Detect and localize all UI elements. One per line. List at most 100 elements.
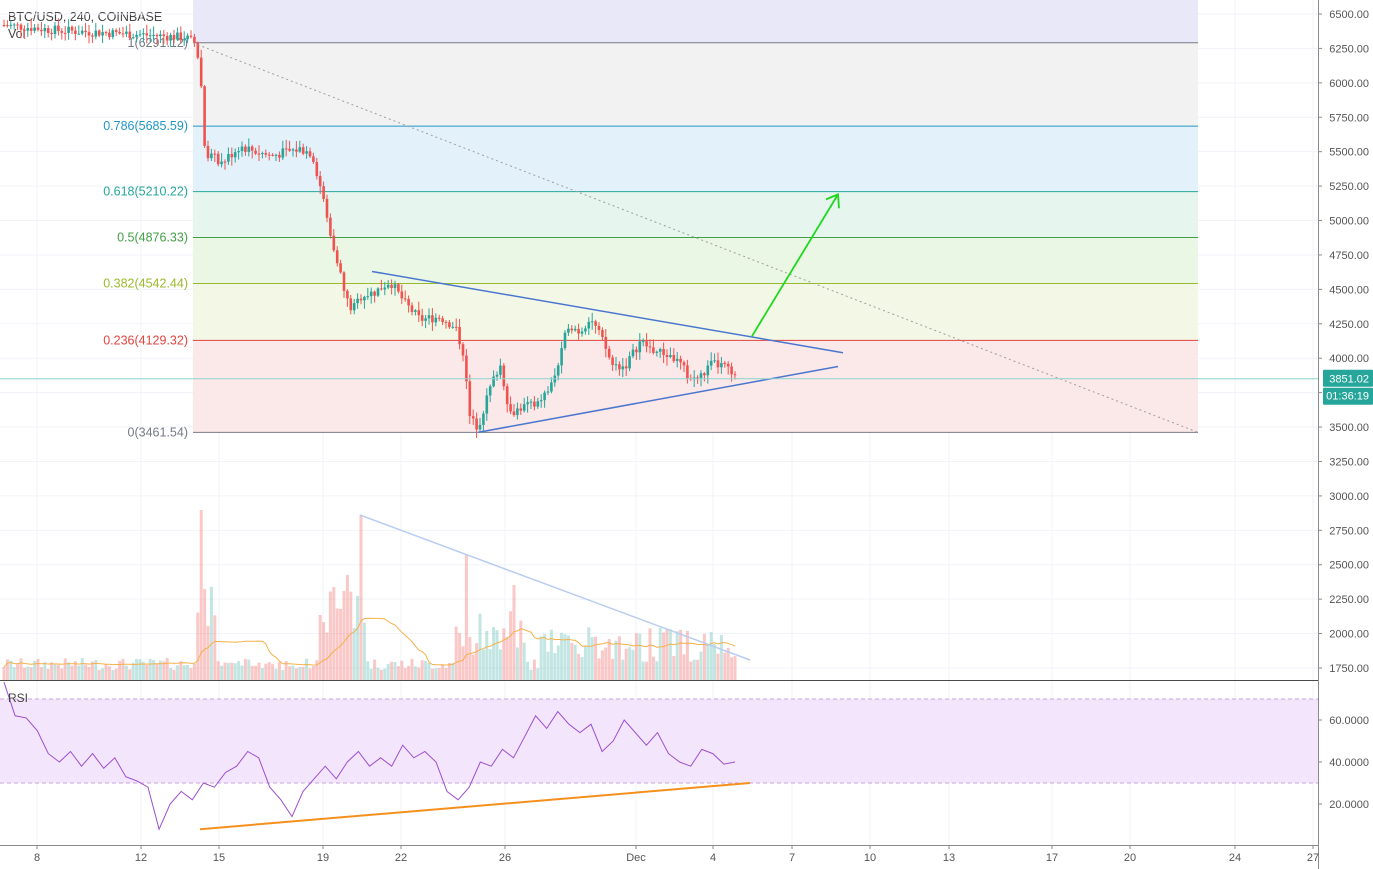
volume-bar [196,612,200,680]
candle-body [621,366,625,370]
volume-bar [723,652,727,680]
volume-bar [158,660,162,680]
candle-body [522,404,526,411]
candle-body [733,374,737,376]
candle-body [9,24,13,26]
volume-bar [403,667,407,680]
volume-bar [577,653,581,680]
candle-body [223,161,227,163]
candle-body [206,145,210,159]
candle-body [264,152,268,155]
volume-bar [12,667,16,680]
candle-body [611,357,614,365]
candle-body [631,349,635,357]
candle-body [451,326,455,328]
volume-bar [624,648,628,680]
candle-body [182,39,186,41]
volume-bar [373,659,377,680]
candle-body [376,288,380,296]
date-tick-label: 27 [1307,852,1319,864]
volume-bar [36,658,40,680]
volume-bar [148,659,152,680]
candle-body [53,25,57,35]
candle-body [159,34,162,37]
candle-body [570,328,574,331]
volume-bar [417,667,421,680]
volume-bar [335,608,339,680]
volume-bar [294,668,298,680]
fib-band [193,283,1198,341]
candle-body [352,303,356,311]
candle-body [716,360,720,368]
volume-bar [345,574,349,680]
volume-bar [223,662,227,680]
volume-bar [631,649,635,680]
candle-body [448,322,451,328]
candle-body [199,57,203,87]
volume-bar [696,659,700,680]
candle-body [233,152,237,158]
volume-bar [437,668,441,680]
candle-body [720,363,723,368]
candle-body [162,34,166,37]
candle-body [213,153,217,155]
volume-bar [39,667,43,680]
volume-bar [192,663,196,680]
candle-body [108,32,111,37]
candle-body [67,26,70,33]
candle-body [536,401,540,407]
volume-bar [90,661,94,680]
rsi-tick-label: 60.0000 [1329,715,1369,727]
candle-body [431,315,434,323]
fib-label: 0(3461.54) [128,425,188,439]
volume-bar [26,666,30,680]
candle-body [179,32,183,41]
candle-body [713,360,716,362]
volume-bar [716,653,720,680]
volume-bar [121,658,125,680]
volume-bar [621,659,625,680]
candle-body [662,349,665,355]
volume-bar [5,659,9,680]
volume-bar [169,667,173,680]
price-tick-label: 4500.00 [1329,284,1369,296]
volume-bar [675,631,679,680]
volume-bar [478,613,482,680]
candle-body [607,348,611,358]
volume-bar [63,658,67,680]
volume-bar [77,665,81,680]
price-tick-label: 5250.00 [1329,181,1369,193]
volume-bars [2,510,751,680]
volume-bar [22,667,26,680]
candle-body [308,151,312,157]
candle-body [485,395,489,414]
candle-body [635,349,638,353]
date-tick-label: 19 [317,852,329,864]
candle-body [652,347,655,353]
volume-bar [128,669,132,680]
volume-bar [84,664,88,680]
volume-bar [362,622,366,680]
candle-body [288,148,291,151]
candle-body [414,310,417,312]
volume-bar [186,664,190,680]
volume-bar [206,626,210,680]
candle-body [614,364,618,366]
volume-bar [553,653,557,680]
volume-bar [648,628,652,680]
candle-body [312,156,315,163]
volume-bar [301,666,305,680]
candle-body [529,401,533,403]
volume-bar [254,665,258,680]
candle-body [505,386,509,405]
volume-bar [580,657,584,680]
volume-bar [155,663,159,680]
candle-body [125,31,128,34]
volume-bar [342,590,346,680]
volume-bar [366,661,370,680]
candle-body [329,217,332,236]
price-tick-label: 6000.00 [1329,78,1369,90]
date-tick-label: 15 [213,852,225,864]
breakout-arrow-head [825,193,840,209]
